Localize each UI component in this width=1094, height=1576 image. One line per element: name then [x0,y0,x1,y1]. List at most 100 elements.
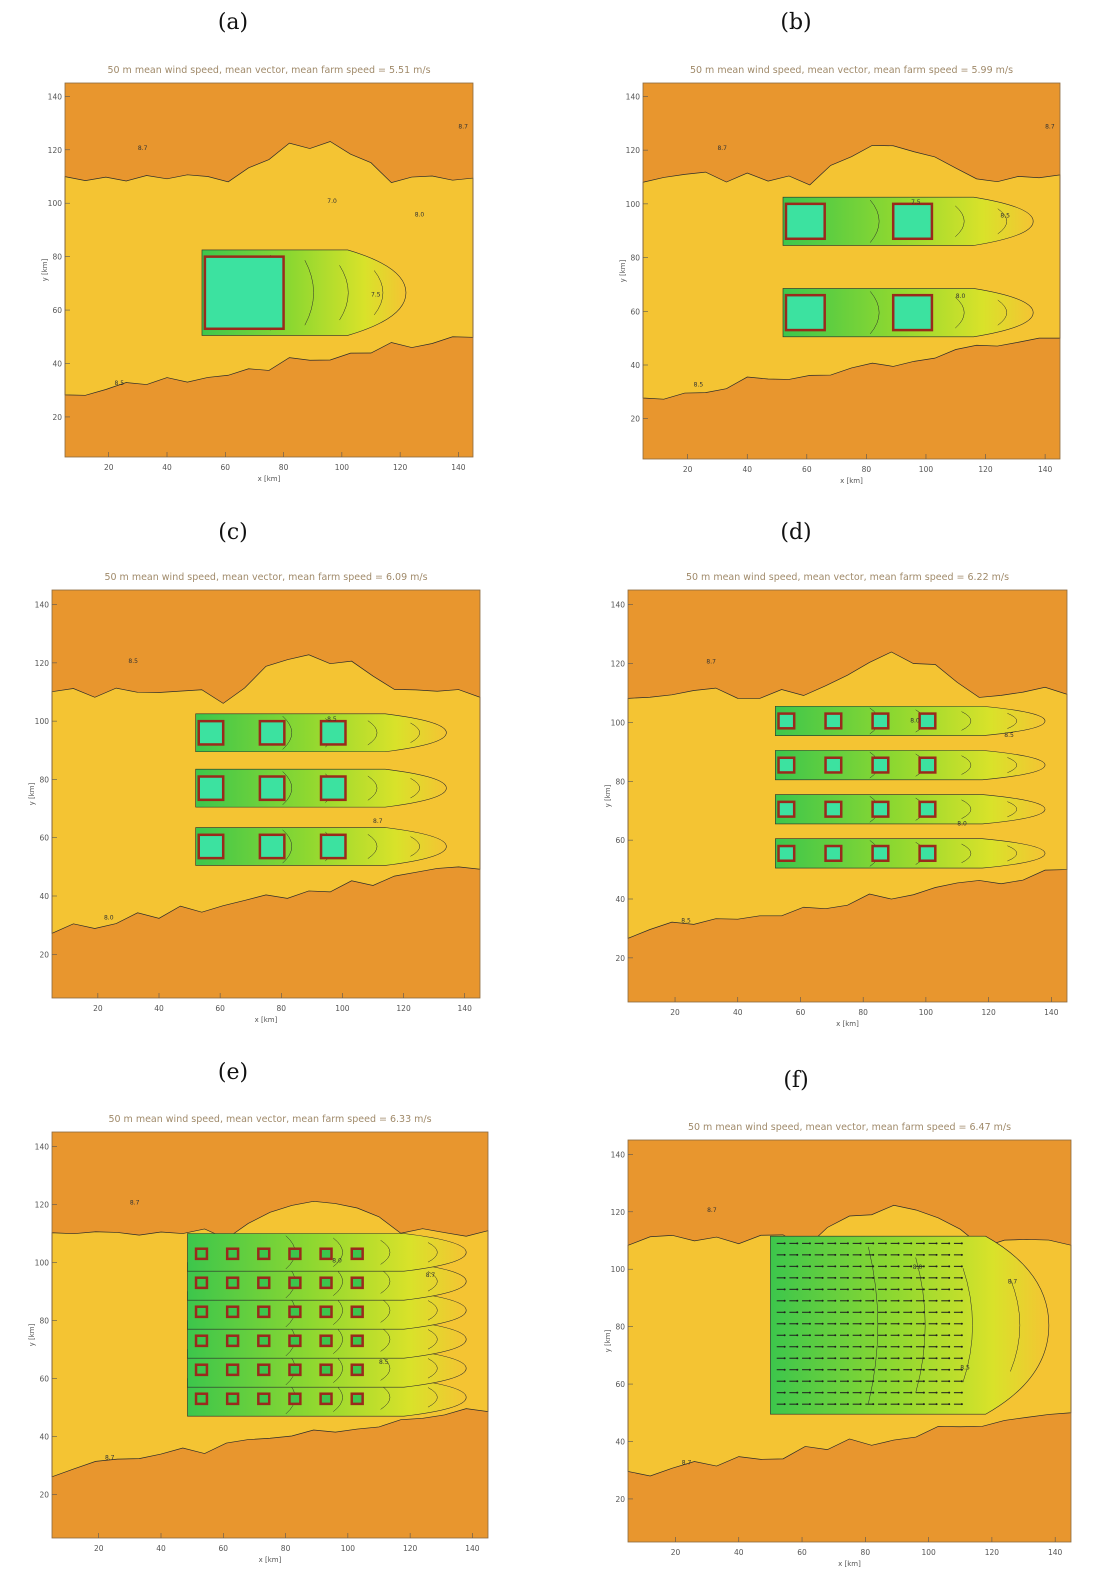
y-tick-label: 60 [52,306,62,315]
wind-vector-head [872,1288,875,1291]
wind-vector-head [910,1391,913,1394]
wind-vector-head [922,1322,925,1325]
y-tick-label: 120 [611,660,626,669]
wind-vector-head [796,1380,799,1383]
wind-vector-head [935,1345,938,1348]
wind-vector-head [960,1253,963,1256]
wind-vector-head [948,1322,951,1325]
wind-vector-head [872,1334,875,1337]
wind-vector-head [796,1345,799,1348]
wind-farm-block [824,756,843,774]
y-axis-label: y [km] [28,782,36,805]
wind-vector-head [796,1391,799,1394]
x-tick-label: 20 [93,1004,103,1013]
wind-vector-head [872,1276,875,1279]
wind-vector-head [846,1403,849,1406]
panel-label: (f) [783,1068,809,1093]
wind-vector-head [884,1265,887,1268]
contour-value-label: 8.0 [104,914,114,921]
wind-speed-map: 50 m mean wind speed, mean vector, mean … [619,65,1061,485]
wind-vector-head [884,1345,887,1348]
contour-value-label: 8.0 [415,212,425,219]
contour-value-label: 8.7 [682,1459,692,1466]
wind-farm-block [824,844,843,862]
wind-vector-head [808,1276,811,1279]
x-tick-label: 40 [156,1544,166,1553]
wind-vector-head [783,1368,786,1371]
wind-farm-block [194,1247,209,1261]
wind-vector-head [872,1253,875,1256]
panel-label: (e) [217,1060,249,1085]
wind-vector-head [859,1403,862,1406]
wind-farm-block [197,719,225,746]
x-tick-label: 60 [797,1548,807,1557]
wind-vector-head [872,1345,875,1348]
wind-vector-head [935,1334,938,1337]
wind-farm-block [203,255,285,331]
contour-line [955,205,965,237]
y-tick-label: 40 [39,1433,49,1442]
contour-value-label: 8.5 [115,380,125,387]
wind-vector-head [897,1265,900,1268]
wind-vector-head [884,1311,887,1314]
y-tick-label: 60 [39,834,49,843]
x-tick-label: 20 [94,1544,104,1553]
wind-farm-block [257,1276,271,1290]
wind-vector-head [884,1334,887,1337]
wind-vector-head [935,1357,938,1360]
wind-vector-head [846,1357,849,1360]
wind-vector-head [808,1380,811,1383]
y-tick-label: 60 [615,1380,625,1389]
wind-vector-head [897,1345,900,1348]
wind-vector-head [884,1253,887,1256]
wind-vector-head [922,1380,925,1383]
wind-vector-head [796,1403,799,1406]
wind-vector-head [796,1253,799,1256]
plot-frame [627,589,1068,1003]
wind-vector-head [846,1391,849,1394]
wind-vector-head [808,1242,811,1245]
wind-farm-block [194,1276,209,1290]
x-tick-label: 100 [919,465,934,474]
y-tick-label: 120 [35,659,50,668]
wind-farm-block [319,1363,333,1377]
wind-vector-head [783,1242,786,1245]
contour-value-label: 8.0 [913,1264,923,1271]
wind-vector-head [846,1288,849,1291]
y-tick-label: 20 [39,1491,49,1500]
wind-vector-head [910,1368,913,1371]
wind-farm-block [288,1305,302,1319]
y-tick-label: 100 [626,200,641,209]
wind-vector-head [948,1357,951,1360]
wind-vector-head [821,1311,824,1314]
wind-vector-head [884,1299,887,1302]
wind-farm-block [319,1392,333,1406]
contour-value-label: 8.5 [694,381,704,388]
wind-vector-head [783,1276,786,1279]
x-tick-label: 60 [796,1008,806,1017]
wind-farm-block [777,756,796,774]
plot-title: 50 m mean wind speed, mean vector, mean … [686,572,1009,583]
wind-vector-head [808,1253,811,1256]
x-tick-label: 20 [670,1008,680,1017]
wind-vector-head [872,1403,875,1406]
contour-value-label: 8.7 [458,123,468,130]
wind-vector-head [910,1288,913,1291]
y-tick-label: 40 [615,1438,625,1447]
wind-farm-block [319,719,347,746]
x-tick-label: 80 [281,1544,291,1553]
contour-value-label: 8.5 [1004,732,1014,739]
wind-vector-head [859,1380,862,1383]
contour-value-label: 8.7 [707,1207,717,1214]
y-tick-label: 80 [39,1317,49,1326]
wind-vector-head [922,1265,925,1268]
plot-title: 50 m mean wind speed, mean vector, mean … [108,1114,431,1125]
y-tick-label: 120 [48,146,63,155]
x-tick-label: 40 [742,465,752,474]
contour-line [868,1246,879,1404]
wind-farm-block [871,800,890,818]
y-tick-label: 60 [39,1375,49,1384]
wind-vector-head [834,1368,837,1371]
wind-vector-head [910,1311,913,1314]
x-tick-label: 120 [403,1544,418,1553]
